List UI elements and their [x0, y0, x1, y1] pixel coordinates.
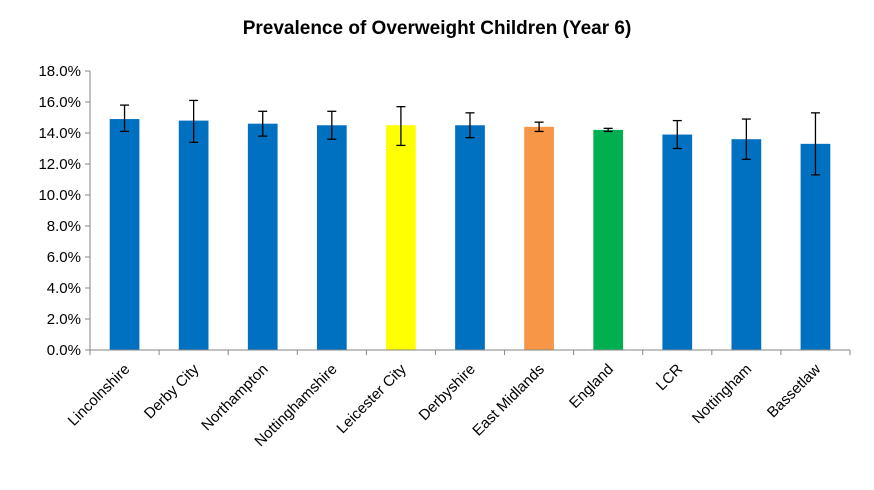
bar — [316, 125, 347, 350]
bars-group — [109, 99, 831, 350]
bar — [731, 139, 762, 350]
y-tick-label: 0.0% — [47, 342, 81, 359]
bar — [800, 143, 831, 350]
y-tick-label: 10.0% — [38, 187, 81, 204]
bar — [524, 126, 554, 350]
chart-title: Prevalence of Overweight Children (Year … — [242, 18, 632, 39]
bar — [247, 123, 278, 350]
x-tick-label: Northampton — [198, 361, 271, 434]
x-tick-label: Lincolnshire — [65, 361, 134, 430]
y-tick-label: 12.0% — [38, 156, 81, 173]
x-tick-label: Derbyshire — [416, 361, 479, 424]
y-tick-label: 2.0% — [47, 311, 81, 328]
y-tick-label: 8.0% — [47, 218, 81, 235]
x-tick-label: Leicester City — [333, 360, 410, 437]
bar — [662, 134, 693, 350]
bar — [178, 120, 209, 350]
x-tick-label: England — [566, 361, 617, 412]
y-tick-label: 14.0% — [38, 125, 81, 142]
y-tick-label: 4.0% — [47, 280, 81, 297]
y-tick-label: 16.0% — [38, 94, 81, 111]
y-tick-label: 18.0% — [38, 63, 81, 80]
x-tick-label: LCR — [653, 361, 686, 394]
x-tick-label: Derby City — [141, 360, 203, 422]
x-tick-label: Bassetlaw — [764, 361, 824, 421]
x-tick-label: Nottingham — [689, 361, 755, 427]
bar — [386, 125, 416, 350]
x-tick-label: East Midlands — [469, 361, 548, 440]
y-axis: 0.0% 2.0% 4.0% 6.0% 8.0% 10.0% 12.0% 14.0% 16.0%… — [38, 63, 91, 359]
bar — [593, 129, 624, 350]
bar — [455, 125, 485, 350]
bar — [109, 119, 140, 350]
y-tick-label: 6.0% — [47, 249, 81, 266]
